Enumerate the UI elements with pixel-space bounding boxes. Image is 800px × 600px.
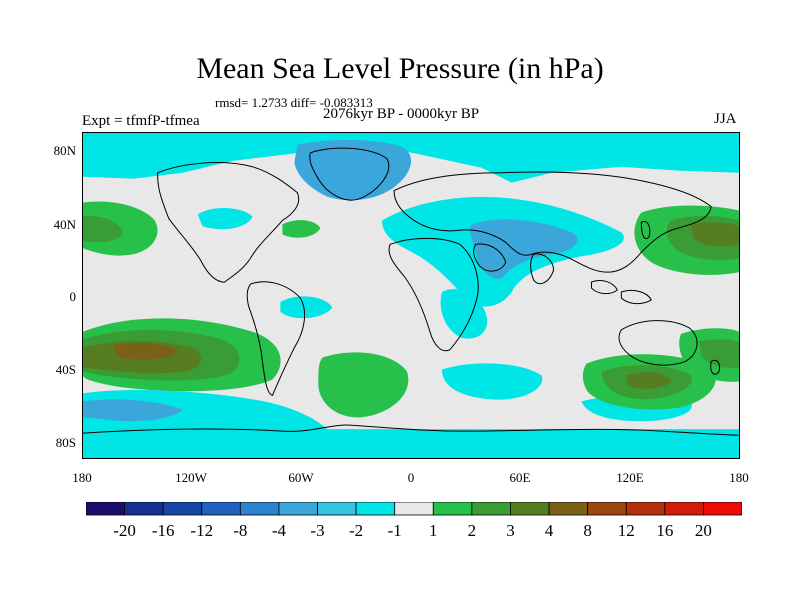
colorbar-label: -4 <box>271 521 287 540</box>
season-label: JJA <box>714 111 737 127</box>
colorbar-label: -12 <box>190 521 214 540</box>
chart-title: Mean Sea Level Pressure (in hPa) <box>196 52 604 85</box>
colorbar-label: 16 <box>656 521 674 540</box>
colorbar-swatch <box>703 502 742 516</box>
colorbar-swatch <box>471 502 511 516</box>
colorbar-label: -16 <box>151 521 175 540</box>
colorbar-label: -20 <box>113 521 136 540</box>
colorbar-swatch <box>510 502 550 516</box>
positive-anomalies <box>83 201 739 418</box>
period-label: 2076kyr BP - 0000kyr BP <box>323 106 480 122</box>
lat-tick-80N: 80N <box>53 143 76 158</box>
coastlines <box>83 147 739 436</box>
lon-tick-60w: 60W <box>288 470 314 485</box>
colorbar-swatch <box>86 502 125 516</box>
colorbar-swatch <box>664 502 704 516</box>
colorbar-label: 3 <box>506 521 515 540</box>
lat-tick-0: 0 <box>69 289 77 304</box>
colorbar-swatch <box>278 502 318 516</box>
experiment-label: Expt = tfmfP-tfmea <box>82 113 200 129</box>
lon-tick-180e: 180 <box>729 470 749 485</box>
colorbar-swatch <box>239 502 280 516</box>
colorbar-swatch <box>201 502 241 516</box>
lon-tick-0: 0 <box>407 470 415 485</box>
colorbar-swatch <box>124 502 164 516</box>
colorbar <box>86 502 742 516</box>
colorbar-label: -1 <box>387 521 402 540</box>
lon-tick-180w: 180 <box>72 470 92 485</box>
colorbar-label: -3 <box>310 521 325 540</box>
colorbar-label: -8 <box>233 521 248 540</box>
lat-tick-80S: 80S <box>55 435 76 450</box>
pressure-anomaly-map <box>82 132 740 459</box>
colorbar-label: 2 <box>467 521 477 540</box>
colorbar-swatch <box>162 502 203 516</box>
lon-tick-120e: 120E <box>616 470 644 485</box>
rmsd-diff-stats: rmsd= 1.2733 diff= -0.083313 <box>215 95 373 110</box>
lat-tick-40N: 40N <box>53 217 76 232</box>
colorbar-swatch <box>394 502 434 516</box>
colorbar-swatch <box>625 502 666 516</box>
colorbar-label: -2 <box>349 521 364 540</box>
lon-tick-60e: 60E <box>509 470 531 485</box>
colorbar-label: 20 <box>694 521 712 540</box>
lat-tick-40S: 40S <box>55 362 76 377</box>
colorbar-label: 8 <box>583 521 592 540</box>
colorbar-swatch <box>548 502 589 516</box>
colorbar-swatch <box>587 502 627 516</box>
lon-tick-120w: 120W <box>175 470 207 485</box>
colorbar-swatch <box>317 502 357 516</box>
colorbar-label: 4 <box>544 521 554 540</box>
colorbar-label: 12 <box>617 521 635 540</box>
colorbar-label: 1 <box>429 521 438 540</box>
colorbar-swatch <box>355 502 396 516</box>
colorbar-swatch <box>432 502 473 516</box>
